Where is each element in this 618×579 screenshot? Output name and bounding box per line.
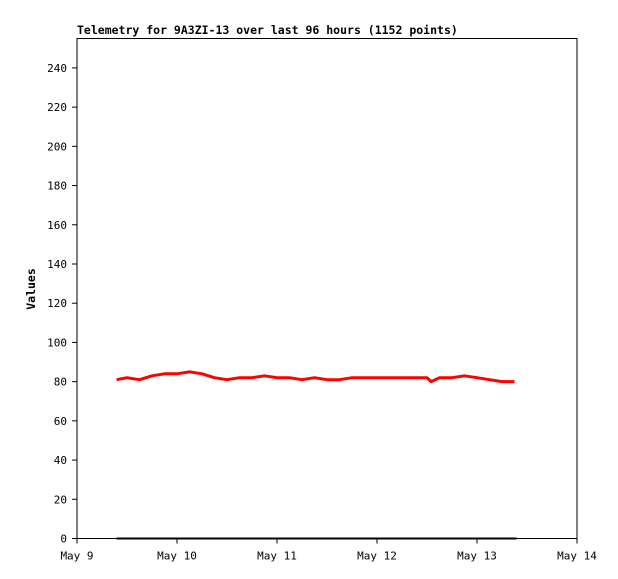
plot-area-frame: [76, 38, 578, 539]
series-layer: [116, 370, 517, 540]
x-axis-ticks: May 9 May 10 May 11 May 12 May 13 May 14: [60, 538, 597, 563]
chart-title: Telemetry for 9A3ZI-13 over last 96 hour…: [77, 23, 458, 37]
y-tick-label: 120: [47, 297, 67, 310]
y-axis-label: Values: [24, 268, 38, 310]
x-tick-label: May 11: [257, 550, 297, 563]
y-tick-label: 180: [47, 180, 67, 193]
y-tick-label: 20: [54, 493, 67, 506]
y-tick-label: 80: [54, 376, 67, 389]
y-tick-label: 40: [54, 454, 67, 467]
y-tick-label: 60: [54, 415, 67, 428]
y-axis-ticks: 0 20 40 60 80 100 120 140 160 180 200 220 240: [47, 62, 77, 546]
y-tick-label: 0: [60, 533, 67, 546]
series-line-0: [116, 370, 515, 384]
x-tick-label: May 13: [457, 550, 497, 563]
y-tick-label: 200: [47, 140, 67, 153]
y-tick-label: 140: [47, 258, 67, 271]
x-tick-label: May 12: [357, 550, 397, 563]
y-tick-label: 100: [47, 336, 67, 349]
y-tick-label: 240: [47, 62, 67, 75]
x-tick-label: May 10: [157, 550, 197, 563]
x-tick-label: May 14: [557, 550, 597, 563]
y-tick-label: 160: [47, 219, 67, 232]
x-tick-label: May 9: [60, 550, 93, 563]
y-tick-label: 220: [47, 101, 67, 114]
